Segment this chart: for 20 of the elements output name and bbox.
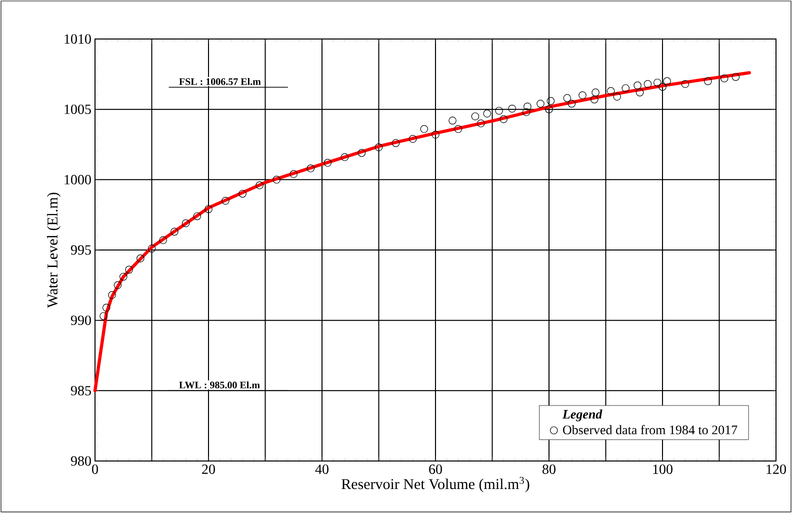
x-axis-title: Reservoir Net Volume (mil.m$^{3}$) [342,476,530,492]
x-tick-label: 80 [542,464,556,474]
y-tick-label: 995 [70,245,91,255]
legend-label: Observed data from 1984 to 2017 [563,425,738,434]
legend-title: Legend [562,410,602,422]
x-tick-label: 0 [92,464,98,474]
ref-line-label: FSL : 1006.57 El.m [179,78,261,86]
x-tick-label: 60 [429,464,442,474]
y-tick-label: 990 [70,316,91,326]
x-tick-label: 100 [653,464,672,474]
y-axis-title: Water Level (El.m) [47,192,61,308]
x-tick-label: 20 [202,464,215,474]
ref-line-label: LWL : 985.00 El.m [179,381,260,388]
x-tick-label: 120 [766,464,786,474]
y-tick-label: 1010 [64,34,91,44]
x-tick-label: 40 [315,464,328,474]
y-tick-label: 1000 [64,174,91,184]
y-tick-label: 980 [70,456,91,466]
y-tick-label: 985 [70,386,91,396]
y-tick-label: 1005 [64,104,91,114]
